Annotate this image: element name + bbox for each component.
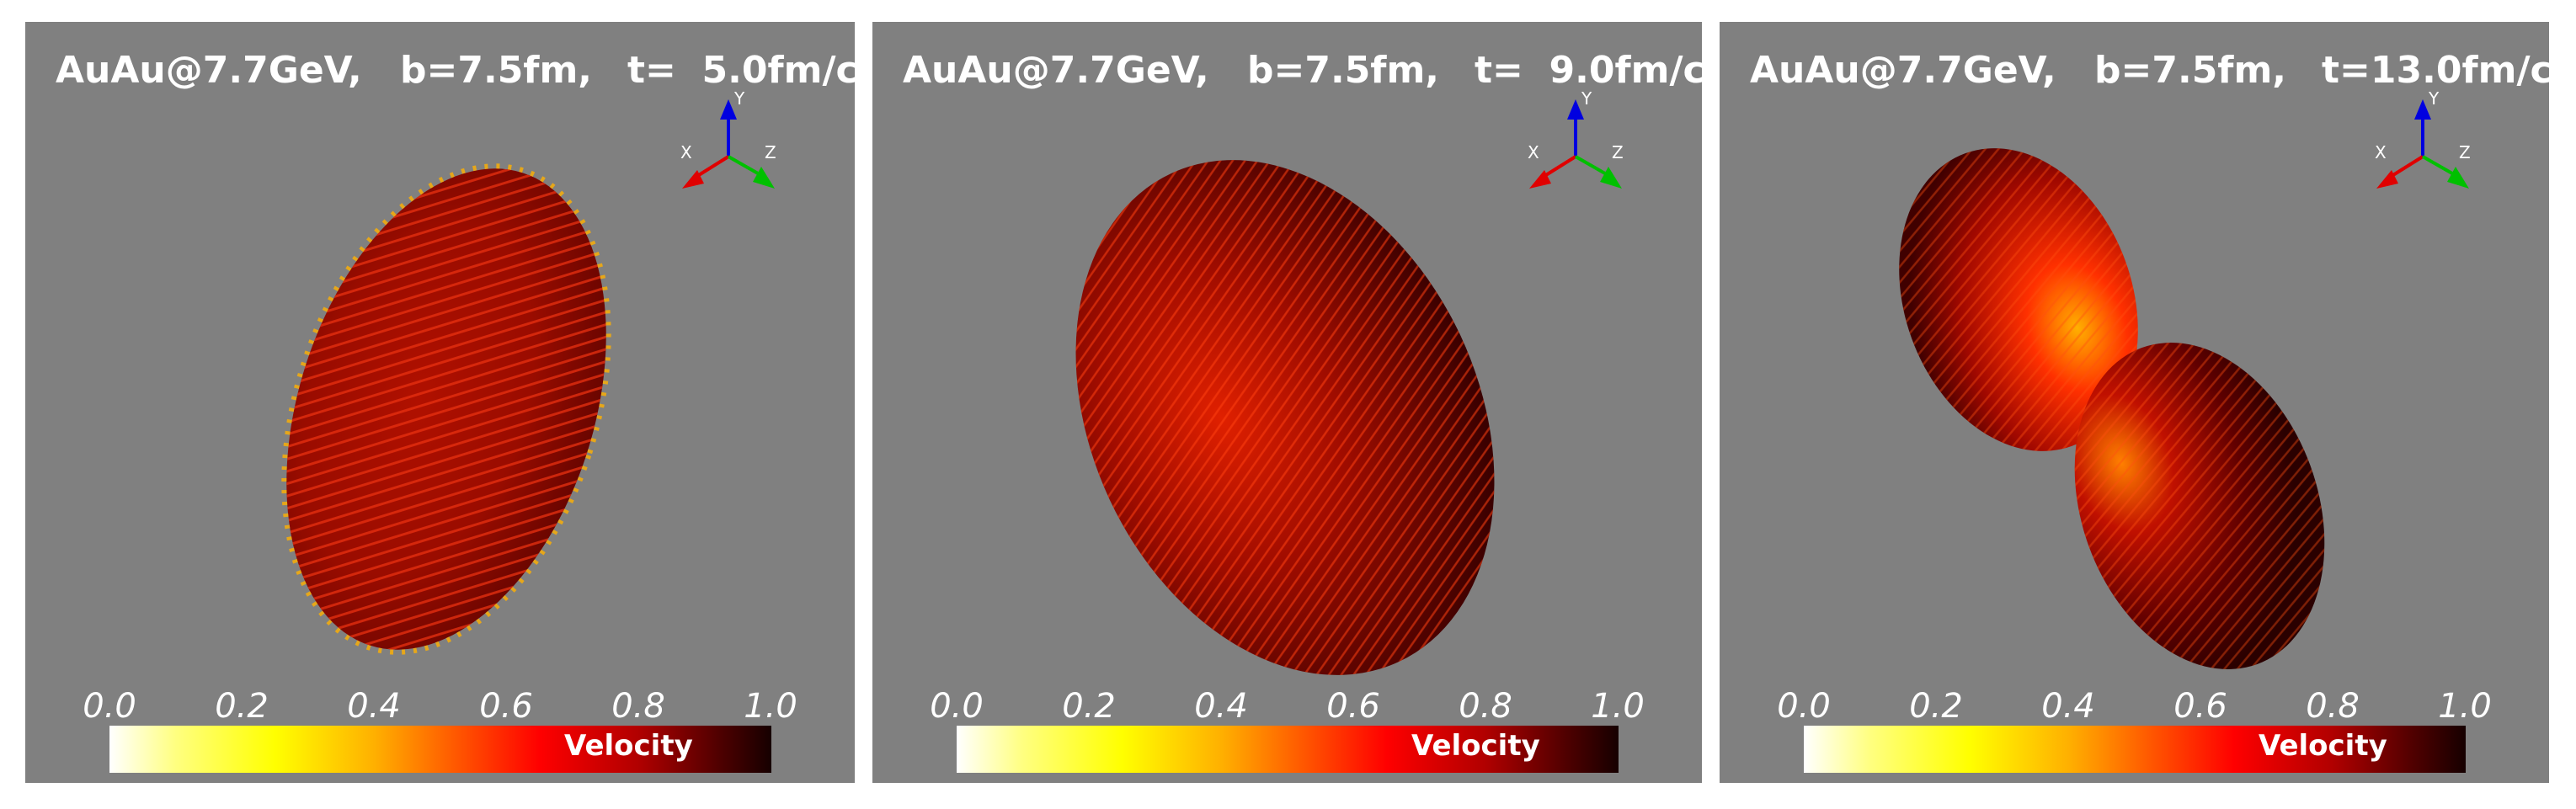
y-axis-label: Y	[2428, 89, 2440, 109]
panel-title: AuAu@7.7GeV, b=7.5fm, t=13.0fm/c	[1720, 34, 2549, 93]
panel-title: AuAu@7.7GeV, b=7.5fm, t= 9.0fm/c	[872, 34, 1702, 93]
time-label: t= 9.0fm/c	[1475, 49, 1702, 92]
colorbar-label: Velocity	[2259, 729, 2387, 763]
colorbar-tick: 0.8	[611, 687, 665, 726]
velocity-field-1	[281, 163, 611, 655]
orientation-axes: Y X Z	[680, 89, 776, 189]
colorbar-tick: 0.4	[1194, 687, 1248, 726]
x-axis-label: X	[1528, 142, 1539, 162]
colorbar-tick: 0.0	[930, 687, 984, 726]
colorbar-ticks: 0.0 0.2 0.4 0.6 0.8 1.0	[83, 687, 797, 729]
colorbar-tick: 0.0	[1777, 687, 1831, 726]
time-label: t= 5.0fm/c	[627, 49, 855, 92]
orientation-axes: Y X Z	[1528, 89, 1624, 189]
x-axis-label: X	[2375, 142, 2387, 162]
orientation-axes: Y X Z	[2375, 89, 2471, 189]
z-axis-label: Z	[765, 142, 776, 162]
z-axis-arrow	[728, 155, 759, 175]
system-label: AuAu@7.7GeV,	[903, 49, 1209, 92]
colorbar-tick: 0.4	[347, 687, 401, 726]
colorbar-tick: 0.6	[2173, 687, 2227, 726]
colorbar-ticks: 0.0 0.2 0.4 0.6 0.8 1.0	[930, 687, 1645, 729]
panel-1: AuAu@7.7GeV, b=7.5fm, t= 5.0fm/c Y X Z 0…	[25, 22, 855, 783]
colorbar-tick: 0.6	[1326, 687, 1380, 726]
velocity-field-3	[1899, 148, 2325, 669]
impact-label: b=7.5fm,	[400, 49, 593, 92]
x-axis-label: X	[680, 142, 692, 162]
z-axis-label: Z	[2459, 142, 2471, 162]
x-axis-arrow	[693, 155, 730, 179]
colorbar-tick: 1.0	[744, 687, 797, 726]
colorbar-tick: 0.2	[1062, 687, 1116, 726]
panel-2: AuAu@7.7GeV, b=7.5fm, t= 9.0fm/c Y X Z 0…	[872, 22, 1702, 783]
colorbar-tick: 0.6	[479, 687, 533, 726]
colorbar: Velocity	[1804, 726, 2466, 773]
velocity-field-2	[1075, 160, 1495, 675]
system-label: AuAu@7.7GeV,	[1750, 49, 2056, 92]
colorbar-tick: 0.8	[1459, 687, 1512, 726]
time-label: t=13.0fm/c	[2322, 49, 2549, 92]
colorbar-label: Velocity	[564, 729, 693, 763]
panel-title: AuAu@7.7GeV, b=7.5fm, t= 5.0fm/c	[25, 34, 855, 93]
colorbar-tick: 1.0	[2438, 687, 2492, 726]
colorbar-tick: 0.4	[2041, 687, 2095, 726]
impact-label: b=7.5fm,	[2094, 49, 2287, 92]
impact-label: b=7.5fm,	[1247, 49, 1440, 92]
colorbar-label: Velocity	[1411, 729, 1540, 763]
y-axis-label: Y	[1581, 89, 1592, 109]
colorbar-tick: 0.2	[1909, 687, 1963, 726]
colorbar-ticks: 0.0 0.2 0.4 0.6 0.8 1.0	[1777, 687, 2492, 729]
colorbar: Velocity	[957, 726, 1619, 773]
panel-3: AuAu@7.7GeV, b=7.5fm, t=13.0fm/c Y X Z 0…	[1720, 22, 2549, 783]
colorbar-tick: 0.0	[83, 687, 136, 726]
system-label: AuAu@7.7GeV,	[56, 49, 362, 92]
z-axis-label: Z	[1612, 142, 1624, 162]
colorbar-tick: 0.2	[215, 687, 269, 726]
y-axis-label: Y	[733, 89, 745, 109]
colorbar: Velocity	[109, 726, 771, 773]
colorbar-tick: 1.0	[1591, 687, 1645, 726]
colorbar-tick: 0.8	[2306, 687, 2360, 726]
